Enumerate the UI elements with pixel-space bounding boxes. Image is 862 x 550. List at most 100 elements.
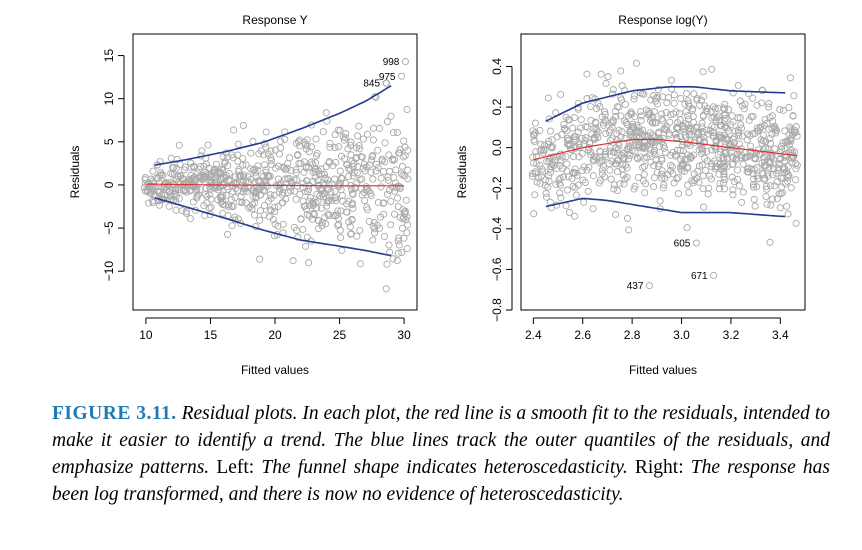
scatter-point xyxy=(649,131,657,139)
x-tick-label: 3.4 xyxy=(772,328,789,342)
scatter-point xyxy=(322,109,330,117)
scatter-point xyxy=(730,178,738,186)
scatter-point xyxy=(621,86,629,95)
scatter-point xyxy=(714,150,722,158)
scatter-point xyxy=(403,229,411,237)
scatter-point xyxy=(646,150,654,158)
scatter-point xyxy=(708,146,716,154)
scatter-point xyxy=(306,194,314,202)
scatter-point xyxy=(677,94,685,102)
scatter-point xyxy=(790,126,798,134)
scatter-point xyxy=(326,139,334,147)
scatter-point xyxy=(775,160,783,168)
scatter-point xyxy=(155,188,163,197)
scatter-point xyxy=(766,134,774,143)
scatter-point xyxy=(639,131,647,139)
scatter-point xyxy=(360,160,368,168)
scatter-point xyxy=(267,154,275,162)
scatter-point xyxy=(292,195,300,203)
scatter-point xyxy=(336,167,344,175)
scatter-point xyxy=(759,131,767,139)
panel-left-y-axis: −10 −5 0 5 10 15 xyxy=(102,49,125,281)
scatter-point xyxy=(395,241,403,249)
scatter-point xyxy=(537,140,545,148)
scatter-point xyxy=(289,257,297,265)
scatter-point xyxy=(700,203,708,211)
scatter-point xyxy=(200,162,208,170)
scatter-point xyxy=(331,131,339,139)
scatter-point xyxy=(735,132,743,140)
scatter-point xyxy=(678,152,686,160)
scatter-point xyxy=(762,192,770,201)
scatter-point xyxy=(708,163,716,171)
scatter-point xyxy=(321,213,329,221)
scatter-point xyxy=(403,244,411,253)
scatter-point xyxy=(777,174,785,182)
scatter-point xyxy=(728,173,736,181)
scatter-point xyxy=(328,196,336,204)
scatter-point xyxy=(358,153,366,161)
scatter-point xyxy=(684,140,692,148)
scatter-point xyxy=(651,119,659,127)
scatter-point xyxy=(616,180,624,188)
scatter-point xyxy=(538,165,546,173)
scatter-point xyxy=(297,215,305,223)
x-tick-label: 3.0 xyxy=(673,328,690,342)
scatter-point xyxy=(778,145,786,153)
scatter-point xyxy=(532,153,540,161)
scatter-point xyxy=(393,128,401,137)
scatter-point xyxy=(283,164,291,172)
scatter-point xyxy=(698,123,706,131)
scatter-point xyxy=(260,202,269,210)
scatter-point xyxy=(730,133,738,141)
scatter-point xyxy=(323,198,331,206)
panel-right-x-axis-label: Fitted values xyxy=(629,363,697,377)
scatter-point xyxy=(783,202,791,210)
scatter-point xyxy=(367,168,375,176)
scatter-point xyxy=(682,108,690,116)
scatter-point xyxy=(385,151,393,159)
scatter-point xyxy=(659,117,667,125)
scatter-point xyxy=(169,179,177,188)
outlier-label: 998 xyxy=(383,57,400,68)
scatter-point xyxy=(347,138,355,146)
scatter-point xyxy=(684,99,693,108)
scatter-point xyxy=(295,159,303,167)
scatter-point xyxy=(772,129,780,137)
scatter-point xyxy=(224,230,232,238)
scatter-point xyxy=(562,153,570,161)
scatter-point xyxy=(701,154,709,162)
y-tick-label: 0.0 xyxy=(490,139,504,156)
scatter-point xyxy=(304,259,313,267)
outlier-point xyxy=(645,282,653,290)
scatter-point xyxy=(773,195,781,203)
scatter-point xyxy=(771,182,779,190)
scatter-point xyxy=(695,136,703,144)
outlier-point xyxy=(692,239,700,247)
scatter-point xyxy=(332,212,340,220)
scatter-point xyxy=(385,167,394,175)
scatter-point xyxy=(394,202,402,211)
scatter-point xyxy=(705,184,713,192)
scatter-point xyxy=(779,106,788,114)
x-tick-label: 2.4 xyxy=(525,328,542,342)
scatter-point xyxy=(790,92,798,100)
scatter-point xyxy=(338,246,346,254)
scatter-point xyxy=(662,108,670,117)
scatter-point xyxy=(574,105,582,113)
scatter-point xyxy=(141,176,149,184)
scatter-point xyxy=(697,144,705,152)
scatter-point xyxy=(729,160,737,168)
figure-label: FIGURE 3.11. xyxy=(52,403,177,424)
scatter-point xyxy=(212,160,220,168)
scatter-point xyxy=(335,183,343,191)
scatter-point xyxy=(312,135,320,143)
scatter-point xyxy=(597,70,605,78)
scatter-point xyxy=(385,241,393,249)
scatter-point xyxy=(578,166,586,175)
scatter-point xyxy=(775,190,783,198)
scatter-point xyxy=(394,249,402,257)
scatter-point xyxy=(248,205,256,213)
scatter-point xyxy=(691,176,699,185)
scatter-point xyxy=(723,163,731,171)
